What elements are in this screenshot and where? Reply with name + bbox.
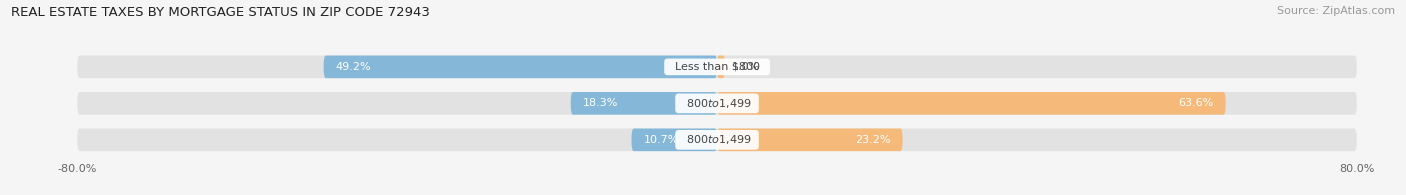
FancyBboxPatch shape (631, 129, 717, 151)
Text: 23.2%: 23.2% (855, 135, 890, 145)
Text: 10.7%: 10.7% (644, 135, 679, 145)
FancyBboxPatch shape (717, 92, 1226, 115)
Text: Less than $800: Less than $800 (668, 62, 766, 72)
Text: Source: ZipAtlas.com: Source: ZipAtlas.com (1277, 6, 1395, 16)
FancyBboxPatch shape (717, 129, 903, 151)
FancyBboxPatch shape (323, 56, 717, 78)
Text: 49.2%: 49.2% (336, 62, 371, 72)
Text: 63.6%: 63.6% (1178, 98, 1213, 108)
FancyBboxPatch shape (77, 56, 1357, 78)
Text: $800 to $1,499: $800 to $1,499 (679, 133, 755, 146)
FancyBboxPatch shape (571, 92, 717, 115)
FancyBboxPatch shape (717, 56, 725, 78)
Text: REAL ESTATE TAXES BY MORTGAGE STATUS IN ZIP CODE 72943: REAL ESTATE TAXES BY MORTGAGE STATUS IN … (11, 6, 430, 19)
FancyBboxPatch shape (77, 129, 1357, 151)
Text: $800 to $1,499: $800 to $1,499 (679, 97, 755, 110)
Text: 18.3%: 18.3% (582, 98, 619, 108)
Text: 1.0%: 1.0% (731, 62, 759, 72)
FancyBboxPatch shape (77, 92, 1357, 115)
